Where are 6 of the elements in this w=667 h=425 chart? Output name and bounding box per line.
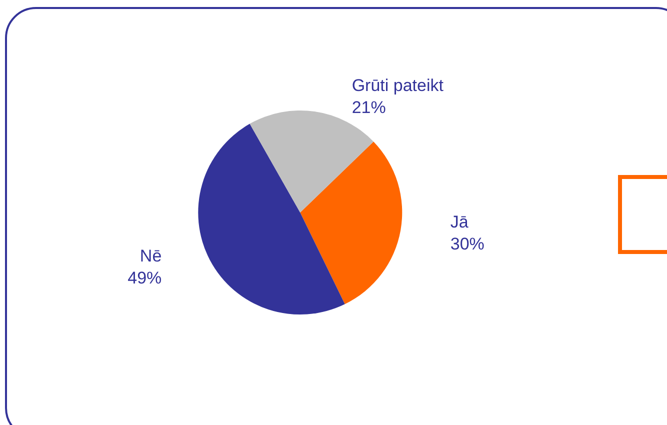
data-label: 21% xyxy=(352,98,386,118)
slice-label: Nē xyxy=(140,246,162,266)
slice-label: Grūti pateikt xyxy=(352,76,444,96)
slice-label: Jā xyxy=(450,212,469,232)
data-label: 49% xyxy=(128,268,162,288)
data-label: 30% xyxy=(450,234,484,254)
